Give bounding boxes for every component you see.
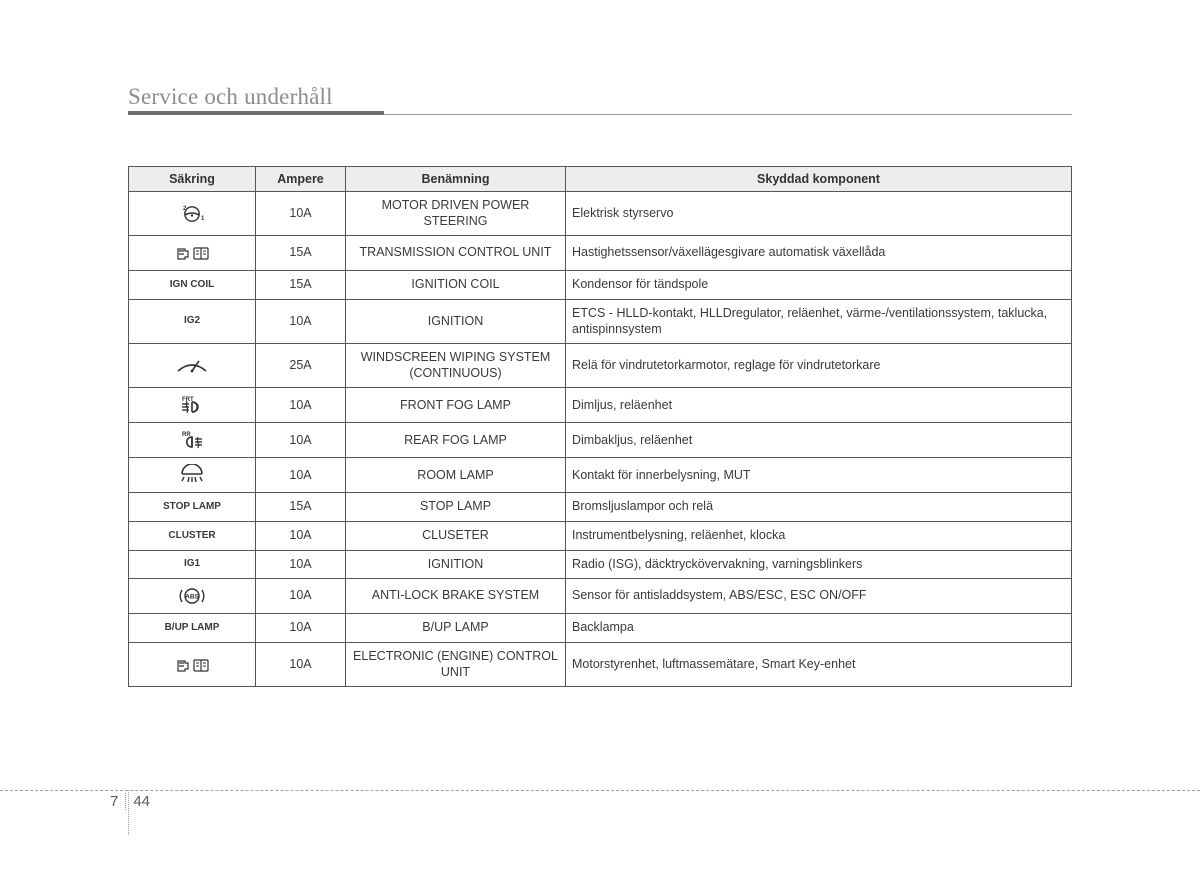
steering-icon: 2 1: [172, 208, 212, 219]
table-row: 10AELECTRONIC (ENGINE) CONTROL UNITMotor…: [129, 642, 1072, 686]
description-cell: STOP LAMP: [346, 493, 566, 522]
protected-cell: Backlampa: [566, 614, 1072, 643]
abs-icon: ABS: [172, 591, 212, 602]
description-cell: ROOM LAMP: [346, 458, 566, 493]
title-rule-bold: [128, 111, 384, 115]
protected-cell: Hastighetssensor/växellägesgivare automa…: [566, 236, 1072, 271]
table-row: 2 1 10AMOTOR DRIVEN POWER STEERINGElektri…: [129, 192, 1072, 236]
protected-cell: Bromsljuslampor och relä: [566, 493, 1072, 522]
fuse-table-container: Säkring Ampere Benämning Skyddad kompone…: [128, 166, 1072, 687]
fuse-cell: IGN COIL: [129, 271, 256, 300]
table-row: IG210AIGNITIONETCS - HLLD-kontakt, HLLDr…: [129, 299, 1072, 343]
fuse-cell: [129, 642, 256, 686]
table-row: IGN COIL15AIGNITION COILKondensor för tä…: [129, 271, 1072, 300]
protected-cell: Kondensor för tändspole: [566, 271, 1072, 300]
ampere-cell: 10A: [256, 388, 346, 423]
col-header-fuse: Säkring: [129, 167, 256, 192]
ampere-cell: 25A: [256, 344, 346, 388]
page-chapter: 7: [110, 793, 126, 810]
description-cell: IGNITION COIL: [346, 271, 566, 300]
table-row: RR 10AREAR FOG LAMPDimbakljus, reläenhet: [129, 423, 1072, 458]
table-row: 15ATRANSMISSION CONTROL UNITHastighetsse…: [129, 236, 1072, 271]
enginebook-icon: [172, 248, 212, 259]
col-header-protected: Skyddad komponent: [566, 167, 1072, 192]
description-cell: MOTOR DRIVEN POWER STEERING: [346, 192, 566, 236]
fuse-cell: [129, 458, 256, 493]
ampere-cell: 15A: [256, 493, 346, 522]
ampere-cell: 15A: [256, 236, 346, 271]
page: Service och underhåll Säkring Ampere Ben…: [0, 0, 1200, 875]
protected-cell: Dimljus, reläenhet: [566, 388, 1072, 423]
ampere-cell: 10A: [256, 579, 346, 614]
table-row: 10AROOM LAMPKontakt för innerbelysning, …: [129, 458, 1072, 493]
description-cell: IGNITION: [346, 550, 566, 579]
fuse-cell: IG2: [129, 299, 256, 343]
protected-cell: Dimbakljus, reläenhet: [566, 423, 1072, 458]
ampere-cell: 10A: [256, 423, 346, 458]
fuse-cell: IG1: [129, 550, 256, 579]
ampere-cell: 10A: [256, 550, 346, 579]
description-cell: IGNITION: [346, 299, 566, 343]
ampere-cell: 15A: [256, 271, 346, 300]
protected-cell: Motorstyrenhet, luftmassemätare, Smart K…: [566, 642, 1072, 686]
table-row: IG110AIGNITIONRadio (ISG), däcktrycköver…: [129, 550, 1072, 579]
protected-cell: ETCS - HLLD-kontakt, HLLDregulator, relä…: [566, 299, 1072, 343]
description-cell: REAR FOG LAMP: [346, 423, 566, 458]
protected-cell: Elektrisk styrservo: [566, 192, 1072, 236]
description-cell: WINDSCREEN WIPING SYSTEM (CONTINUOUS): [346, 344, 566, 388]
wiper-icon: [172, 360, 212, 371]
table-row: 25AWINDSCREEN WIPING SYSTEM (CONTINUOUS)…: [129, 344, 1072, 388]
fuse-cell: [129, 344, 256, 388]
table-row: FRT 10AFRONT FOG LAMPDimljus, reläenhet: [129, 388, 1072, 423]
table-row: ABS 10AANTI-LOCK BRAKE SYSTEMSensor för …: [129, 579, 1072, 614]
protected-cell: Radio (ISG), däcktryckövervakning, varni…: [566, 550, 1072, 579]
fuse-cell: ABS: [129, 579, 256, 614]
ampere-cell: 10A: [256, 299, 346, 343]
fuse-cell: 2 1: [129, 192, 256, 236]
page-sub: 44: [133, 793, 150, 810]
fuse-table: Säkring Ampere Benämning Skyddad kompone…: [128, 166, 1072, 687]
ampere-cell: 10A: [256, 642, 346, 686]
fuse-cell: [129, 236, 256, 271]
ampere-cell: 10A: [256, 614, 346, 643]
fuse-cell: STOP LAMP: [129, 493, 256, 522]
col-header-desc: Benämning: [346, 167, 566, 192]
fuse-cell: B/UP LAMP: [129, 614, 256, 643]
footer-rule: [0, 790, 1200, 791]
fuse-cell: CLUSTER: [129, 522, 256, 551]
roomlamp-icon: [172, 470, 212, 481]
section-title: Service och underhåll: [128, 84, 333, 110]
ampere-cell: 10A: [256, 192, 346, 236]
description-cell: ELECTRONIC (ENGINE) CONTROL UNIT: [346, 642, 566, 686]
table-row: STOP LAMP15ASTOP LAMPBromsljuslampor och…: [129, 493, 1072, 522]
table-header-row: Säkring Ampere Benämning Skyddad kompone…: [129, 167, 1072, 192]
frontfog-icon: FRT: [175, 400, 209, 411]
description-cell: CLUSETER: [346, 522, 566, 551]
description-cell: TRANSMISSION CONTROL UNIT: [346, 236, 566, 271]
protected-cell: Sensor för antisladdsystem, ABS/ESC, ESC…: [566, 579, 1072, 614]
description-cell: FRONT FOG LAMP: [346, 388, 566, 423]
ampere-cell: 10A: [256, 522, 346, 551]
rearfog-icon: RR: [176, 435, 208, 446]
description-cell: B/UP LAMP: [346, 614, 566, 643]
fuse-cell: FRT: [129, 388, 256, 423]
page-number: 7 44: [110, 793, 150, 810]
table-row: CLUSTER10ACLUSETERInstrumentbelysning, r…: [129, 522, 1072, 551]
enginebook-icon: [172, 659, 212, 670]
description-cell: ANTI-LOCK BRAKE SYSTEM: [346, 579, 566, 614]
protected-cell: Relä för vindrutetorkarmotor, reglage fö…: [566, 344, 1072, 388]
table-row: B/UP LAMP10AB/UP LAMPBacklampa: [129, 614, 1072, 643]
protected-cell: Kontakt för innerbelysning, MUT: [566, 458, 1072, 493]
svg-text:ABS: ABS: [185, 594, 199, 601]
fuse-cell: RR: [129, 423, 256, 458]
protected-cell: Instrumentbelysning, reläenhet, klocka: [566, 522, 1072, 551]
ampere-cell: 10A: [256, 458, 346, 493]
col-header-ampere: Ampere: [256, 167, 346, 192]
svg-text:1: 1: [201, 216, 205, 222]
